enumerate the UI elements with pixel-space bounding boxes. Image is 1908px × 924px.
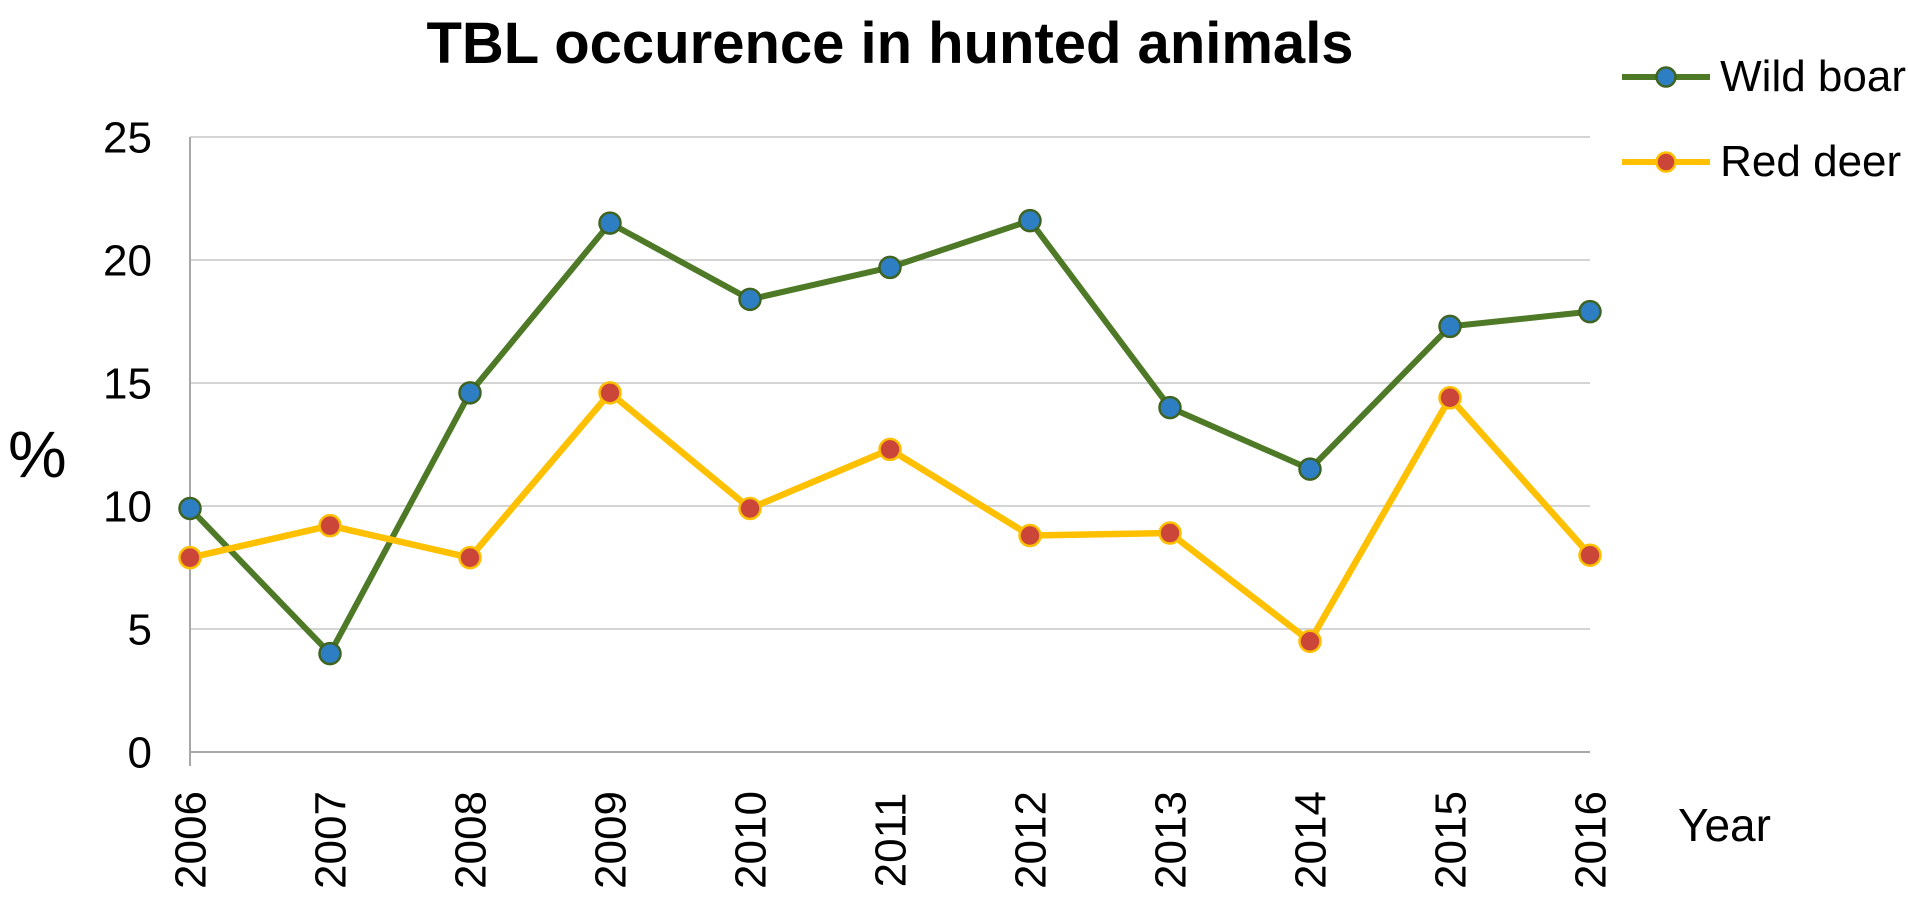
data-point-red-deer-2016 <box>1578 543 1602 567</box>
legend: Wild boar Red deer <box>1620 48 1906 218</box>
data-point-wild-boar-2010 <box>738 287 762 312</box>
data-point-red-deer-2012 <box>1018 523 1042 548</box>
series-line-wild-boar <box>187 217 1593 657</box>
data-point-wild-boar-2016 <box>1578 299 1602 324</box>
x-tick-label: 2008 <box>446 791 495 889</box>
y-tick-label: 5 <box>128 605 152 654</box>
x-tick-label: 2006 <box>166 791 215 889</box>
data-point-red-deer-2013 <box>1158 521 1182 545</box>
data-point-red-deer-2014 <box>1298 629 1322 654</box>
data-point-wild-boar-2007 <box>318 641 342 666</box>
y-tick-label: 15 <box>103 359 152 408</box>
data-point-wild-boar-2008 <box>458 381 482 405</box>
data-point-wild-boar-2006 <box>178 496 202 521</box>
data-point-red-deer-2010 <box>738 496 762 521</box>
data-point-wild-boar-2011 <box>878 255 902 280</box>
wild-boar-line-marker-icon <box>1622 66 1711 88</box>
data-point-wild-boar-2012 <box>1018 208 1042 233</box>
legend-item-wild-boar: Wild boar <box>1620 48 1906 106</box>
data-point-wild-boar-2009 <box>598 211 622 235</box>
red-deer-line-marker-icon <box>1622 151 1711 173</box>
x-tick-label: 2010 <box>726 791 775 889</box>
x-axis-title: Year <box>1678 799 1771 851</box>
data-point-red-deer-2006 <box>178 545 202 570</box>
legend-label-red-deer: Red deer <box>1720 137 1902 186</box>
data-point-wild-boar-2013 <box>1158 395 1182 420</box>
y-tick-label: 25 <box>103 113 152 162</box>
x-tick-label: 2015 <box>1426 791 1475 889</box>
x-tick-label: 2011 <box>866 793 915 888</box>
legend-label-wild-boar: Wild boar <box>1720 52 1906 101</box>
y-axis-title: % <box>8 417 67 491</box>
y-tick-label: 0 <box>128 728 152 777</box>
x-tick-label: 2012 <box>1006 791 1055 889</box>
y-tick-label: 10 <box>103 482 152 531</box>
data-point-red-deer-2011 <box>878 437 902 462</box>
x-tick-label: 2013 <box>1146 791 1195 889</box>
data-point-wild-boar-2014 <box>1298 457 1322 481</box>
x-tick-label: 2009 <box>586 791 635 889</box>
legend-item-red-deer: Red deer <box>1620 133 1906 191</box>
y-tick-label: 20 <box>103 236 152 285</box>
x-tick-label: 2007 <box>306 791 355 889</box>
chart-title: TBL occurence in hunted animals <box>426 11 1354 76</box>
data-point-red-deer-2015 <box>1438 386 1462 410</box>
data-point-red-deer-2008 <box>458 545 482 570</box>
data-point-wild-boar-2015 <box>1438 314 1462 339</box>
data-point-red-deer-2007 <box>318 513 342 538</box>
data-point-red-deer-2009 <box>598 381 622 405</box>
x-tick-label: 2014 <box>1286 791 1335 889</box>
x-tick-label: 2016 <box>1566 791 1615 889</box>
